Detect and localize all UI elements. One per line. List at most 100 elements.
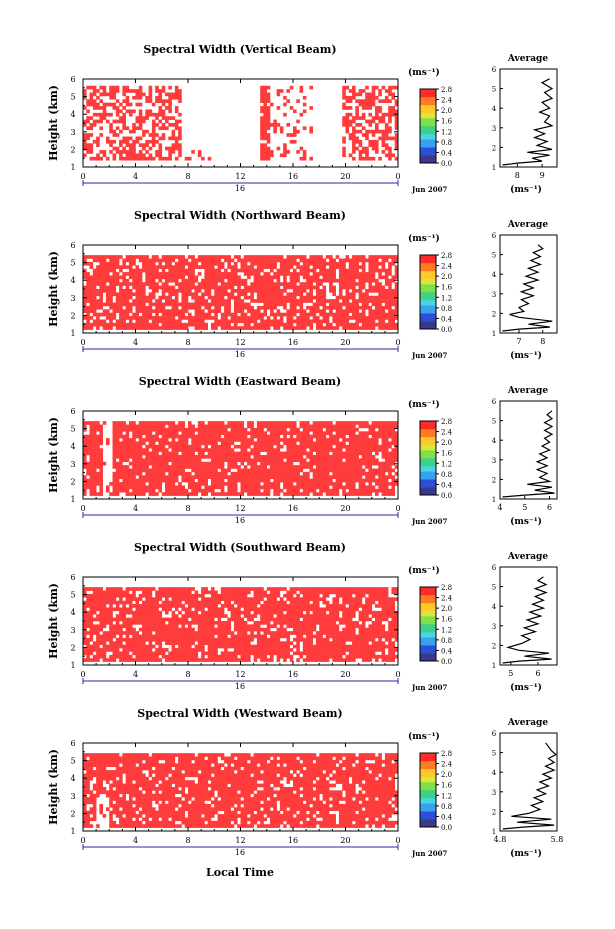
heatmap-cell (391, 295, 396, 300)
heatmap-cell (86, 322, 90, 327)
heatmap-cell (319, 468, 323, 473)
heatmap-cell (345, 95, 350, 100)
heatmap-cell (191, 302, 195, 307)
heatmap-cell (220, 278, 225, 283)
heatmap-cell (365, 106, 369, 110)
heatmap-cell (201, 302, 205, 307)
heatmap-cell (270, 299, 274, 303)
heatmap-cell (273, 455, 277, 459)
heatmap-cell (309, 448, 313, 452)
heatmap-cell (122, 482, 126, 486)
heatmap-cell (348, 455, 353, 459)
heatmap-cell (243, 278, 248, 283)
heatmap-cell (230, 434, 235, 439)
heatmap-cell (201, 424, 205, 429)
heatmap-cell (335, 322, 340, 327)
heatmap-cell (92, 590, 97, 595)
heatmap-cell (338, 482, 343, 486)
heatmap-cell (109, 607, 113, 612)
heatmap-cell (273, 485, 277, 490)
heatmap-cell (125, 326, 130, 330)
heatmap-cell (224, 289, 228, 293)
heatmap-cell (197, 316, 202, 320)
heatmap-cell (89, 644, 94, 649)
heatmap-cell (237, 309, 241, 313)
heatmap-cell (270, 275, 274, 280)
heatmap-cell (306, 278, 310, 283)
heatmap-cell (325, 492, 330, 496)
heatmap-cell (325, 471, 330, 476)
heatmap-cell (194, 485, 199, 490)
heatmap-cell (217, 302, 222, 307)
heatmap-cell (135, 153, 140, 158)
heatmap-cell (188, 427, 192, 432)
heatmap-cell (342, 475, 346, 479)
heatmap-cell (342, 441, 346, 446)
colorbar-step (420, 270, 436, 274)
heatmap-cell (250, 312, 254, 317)
heatmap-cell (125, 597, 130, 601)
heatmap-cell (355, 471, 359, 476)
average-y-tick-label: 3 (492, 125, 496, 133)
heatmap-cell (92, 139, 97, 144)
heatmap-cell (125, 99, 130, 103)
x-tick-label: 16 (288, 504, 298, 513)
heatmap-cell (299, 322, 304, 327)
heatmap-cell (375, 482, 379, 486)
heatmap-cell (99, 641, 103, 645)
heatmap-cell (250, 316, 254, 320)
heatmap-cell (306, 258, 310, 263)
heatmap-cell (286, 475, 291, 479)
heatmap-cell (352, 268, 356, 273)
heatmap-cell (266, 485, 271, 490)
heatmap-cell (119, 587, 123, 591)
heatmap-cell (155, 265, 159, 269)
heatmap-cell (102, 610, 107, 615)
x-tick-label: 12 (235, 172, 245, 181)
heatmap-cell (253, 471, 258, 476)
heatmap-cell (306, 444, 310, 449)
heatmap-cell (132, 421, 136, 425)
heatmap-cell (394, 326, 399, 330)
heatmap-cell (220, 475, 225, 479)
heatmap-cell (207, 268, 212, 273)
heatmap-cell (365, 424, 369, 429)
heatmap-cell (361, 299, 366, 303)
heatmap-cell (381, 285, 386, 290)
heatmap-cell (86, 637, 90, 642)
heatmap-cell (122, 265, 126, 269)
heatmap-cell (207, 465, 212, 469)
heatmap-cell (312, 455, 317, 459)
heatmap-cell (348, 305, 353, 310)
heatmap-cell (214, 458, 218, 463)
heatmap-cell (109, 312, 113, 317)
heatmap-cell (145, 150, 149, 154)
heatmap-cell (161, 123, 166, 127)
heatmap-cell (210, 285, 215, 290)
heatmap-cell (151, 156, 156, 161)
heatmap-cell (289, 448, 294, 452)
heatmap-cell (128, 485, 133, 490)
heatmap-cell (83, 438, 87, 442)
heatmap-cell (378, 471, 382, 476)
heatmap-cell (194, 444, 199, 449)
heatmap-cell (338, 431, 343, 435)
heatmap-cell (102, 322, 107, 327)
heatmap-cell (293, 275, 297, 280)
heatmap-cell (112, 431, 117, 435)
heatmap-cell (201, 468, 205, 473)
heatmap-cell (125, 427, 130, 432)
heatmap-cell (128, 421, 133, 425)
heatmap-cell (388, 255, 392, 259)
colorbar-step (420, 310, 436, 314)
heatmap-cell (270, 455, 274, 459)
heatmap-cell (138, 309, 143, 313)
heatmap-cell (83, 593, 87, 598)
heatmap-cell (233, 312, 238, 317)
heatmap-cell (96, 455, 100, 459)
heatmap-cell (99, 475, 103, 479)
heatmap-cell (375, 492, 379, 496)
heatmap-cell (273, 123, 277, 127)
heatmap-cell (197, 475, 202, 479)
average-x-tick-label: 8 (515, 171, 520, 180)
